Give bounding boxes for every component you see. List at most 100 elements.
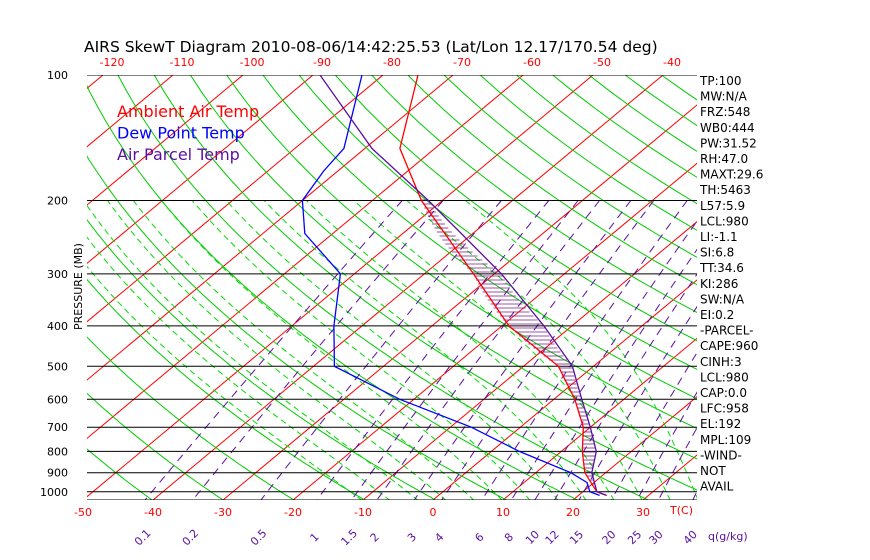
moist-adiabat-line	[306, 200, 615, 500]
isotherm-line	[572, 396, 697, 500]
moist-adiabat-line	[263, 200, 587, 500]
mixing-ratio-tick-label: 0.5	[248, 527, 270, 549]
dry-adiabat-line	[117, 75, 650, 500]
mixing-ratio-tick-label: 10	[523, 528, 542, 547]
index-label: MAXT:29.6	[700, 168, 763, 182]
y-axis-label: PRESSURE (MB)	[72, 243, 85, 330]
isotherm-line	[87, 75, 314, 264]
legend-item: Air Parcel Temp	[117, 145, 240, 164]
index-label: MPL:109	[700, 433, 751, 447]
index-label: CAPE:960	[700, 339, 758, 353]
mixing-ratio-tick-label: 0.2	[180, 527, 202, 549]
moist-adiabat-line	[87, 236, 391, 500]
top-temp-tick-label: -40	[663, 56, 681, 69]
dry-adiabat-line	[226, 75, 697, 430]
index-label: LCL:980	[700, 214, 749, 228]
index-label: FRZ:548	[700, 105, 750, 119]
pressure-tick-label: 900	[47, 467, 68, 480]
mixing-ratio-tick-label: 2	[368, 530, 382, 544]
series-line-air-parcel-temp	[319, 75, 607, 497]
isotherm-line	[87, 75, 454, 381]
moist-adiabat-line	[353, 200, 643, 500]
mixing-ratio-line	[441, 200, 655, 500]
moist-adiabat-line	[107, 200, 447, 500]
bottom-temp-tick-label: -50	[74, 506, 92, 519]
mixing-ratio-tick-label: 6	[472, 530, 486, 544]
dry-adiabat-line	[87, 336, 295, 500]
index-label: NOT	[700, 464, 726, 478]
mixing-ratio-line	[260, 200, 502, 500]
top-temp-tick-label: -120	[100, 56, 125, 69]
isotherm-line	[292, 162, 697, 500]
pressure-tick-label: 700	[47, 421, 68, 434]
top-temp-tick-label: -90	[313, 56, 331, 69]
mixing-ratio-line	[636, 391, 697, 500]
dry-adiabat-line	[661, 75, 697, 101]
pressure-tick-label: 300	[47, 268, 68, 281]
bottom-temp-tick-label: -20	[284, 506, 302, 519]
dry-adiabat-line	[87, 155, 508, 500]
mixing-ratio-unit-label: q(g/kg)	[708, 530, 748, 543]
top-temp-tick-label: -50	[593, 56, 611, 69]
dry-adiabat-line	[0, 75, 82, 501]
mixing-ratio-tick-label: 25	[625, 528, 644, 547]
bottom-temp-tick-label: 10	[496, 506, 510, 519]
isotherm-line	[362, 221, 697, 500]
mixing-ratio-line	[316, 200, 550, 500]
dry-adiabat-line	[189, 75, 697, 460]
sounding-series	[301, 75, 607, 497]
index-label: TP:100	[699, 74, 742, 88]
mixing-ratio-tick-label: 40	[681, 528, 700, 547]
background-lines	[0, 75, 697, 501]
moist-adiabat-line	[465, 200, 697, 499]
moist-adiabat-line	[132, 200, 475, 500]
pressure-tick-label: 100	[47, 69, 68, 82]
dry-adiabat-line	[298, 75, 697, 371]
index-label: -WIND-	[700, 448, 742, 462]
chart-title: AIRS SkewT Diagram 2010-08-06/14:42:25.5…	[84, 38, 658, 56]
mixing-ratio-line	[534, 248, 697, 500]
index-label: LCL:980	[700, 370, 749, 384]
dry-adiabat-line	[334, 75, 697, 342]
dry-adiabat-line	[0, 75, 11, 501]
mixing-ratio-line	[350, 200, 579, 500]
mixing-ratio-tick-label: 1	[308, 530, 322, 544]
mixing-ratio-line	[376, 200, 600, 500]
index-label: EI:0.2	[700, 308, 734, 322]
mixing-ratio-tick-label: 30	[647, 528, 666, 547]
index-label: WB0:444	[700, 121, 755, 135]
legend-item: Dew Point Temp	[117, 124, 245, 143]
index-label: RH:47.0	[700, 152, 748, 166]
dry-adiabat-line	[87, 278, 366, 500]
legend: Ambient Air Temp Dew Point Temp Air Parcel…	[117, 102, 259, 164]
bottom-temp-tick-label: -30	[214, 506, 232, 519]
pressure-tick-label: 600	[47, 393, 68, 406]
dry-adiabat-line	[87, 218, 437, 500]
index-label: -PARCEL-	[700, 324, 754, 338]
index-label: SI:6.8	[700, 246, 734, 260]
top-temp-tick-label: -70	[453, 56, 471, 69]
temp-axis-label: T(C)	[669, 504, 693, 517]
isotherm-line	[87, 75, 174, 148]
pressure-tick-label: 400	[47, 320, 68, 333]
moist-adiabat-line	[225, 200, 559, 500]
mixing-ratio-tick-label: 15	[567, 528, 586, 547]
bottom-temp-tick-label: -40	[144, 506, 162, 519]
mixing-ratio-line	[553, 273, 697, 500]
bottom-temp-tick-label: 20	[566, 506, 580, 519]
mixing-ratio-line	[413, 200, 632, 500]
mixing-ratio-tick-label: 20	[600, 528, 619, 547]
isotherm-line	[87, 75, 524, 439]
dry-adiabat-line	[87, 448, 153, 500]
index-label: LI:-1.1	[700, 230, 738, 244]
top-temp-tick-label: -60	[523, 56, 541, 69]
dry-adiabat-line	[87, 392, 224, 500]
pressure-tick-label: 200	[47, 194, 68, 207]
mixing-ratio-line	[192, 200, 444, 500]
pressure-tick-label: 500	[47, 360, 68, 373]
mixing-ratio-tick-label: 12	[543, 528, 562, 547]
index-label: LFC:958	[700, 402, 749, 416]
legend-item: Ambient Air Temp	[117, 102, 259, 121]
mixing-ratio-tick-label: 8	[502, 530, 516, 544]
